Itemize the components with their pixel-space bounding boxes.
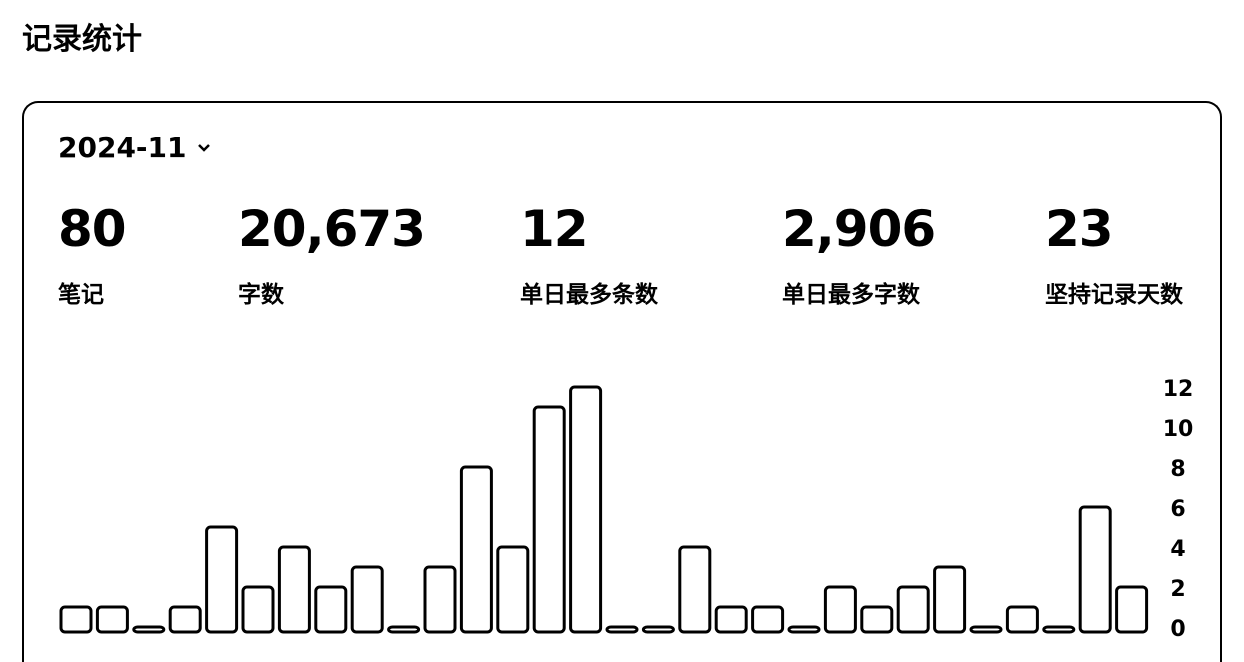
y-tick-label: 8 xyxy=(1170,457,1185,482)
bar xyxy=(933,565,967,634)
stat-label: 单日最多条数 xyxy=(520,282,658,308)
y-tick-label: 4 xyxy=(1170,537,1185,562)
month-selector[interactable]: 2024-11 xyxy=(58,131,211,164)
bar xyxy=(532,405,566,634)
bar xyxy=(277,545,311,634)
bar xyxy=(241,585,275,634)
bar xyxy=(569,385,603,634)
stat: 23 坚持记录天数 xyxy=(1045,201,1183,309)
stat: 12 单日最多条数 xyxy=(520,201,658,309)
bar xyxy=(1115,585,1149,634)
bar xyxy=(314,585,348,634)
y-tick-label: 0 xyxy=(1170,617,1185,642)
bar xyxy=(678,545,712,634)
stat-value: 12 xyxy=(520,200,589,258)
bar xyxy=(1005,605,1039,634)
bar xyxy=(95,605,129,634)
bar xyxy=(714,605,748,634)
stat-value: 20,673 xyxy=(238,200,426,258)
page-title: 记录统计 xyxy=(22,22,142,57)
bar xyxy=(1042,625,1076,634)
dropdown-icon xyxy=(197,143,210,152)
bar xyxy=(860,605,894,634)
stat-value: 2,906 xyxy=(782,200,936,258)
bar xyxy=(132,625,166,634)
bar xyxy=(496,545,530,634)
bar xyxy=(350,565,384,634)
y-tick-label: 2 xyxy=(1170,577,1185,602)
bar xyxy=(459,465,493,634)
bar xyxy=(205,525,239,634)
bar xyxy=(969,625,1003,634)
stat-value: 23 xyxy=(1045,200,1114,258)
month-label: 2024-11 xyxy=(58,131,187,164)
bar xyxy=(641,625,675,634)
y-tick-label: 10 xyxy=(1163,417,1194,442)
bar xyxy=(168,605,202,634)
stat: 80 笔记 xyxy=(58,200,127,309)
stat-label: 坚持记录天数 xyxy=(1045,282,1183,308)
y-tick-label: 12 xyxy=(1163,377,1194,402)
bar xyxy=(823,585,857,634)
bar xyxy=(605,625,639,634)
stat-value: 80 xyxy=(58,200,127,258)
bar xyxy=(423,565,457,634)
stat: 2,906 单日最多字数 xyxy=(782,200,936,309)
bar xyxy=(387,625,421,634)
bar xyxy=(787,625,821,634)
stat-label: 笔记 xyxy=(58,282,104,308)
bar xyxy=(1078,505,1112,634)
bar xyxy=(751,605,785,634)
stats-panel: 2024-11 80 笔记 20,673 字数 12 单日最多条数 2,906 单日最多… xyxy=(22,101,1222,662)
stat-label: 单日最多字数 xyxy=(782,282,920,308)
stat-label: 字数 xyxy=(238,282,284,308)
bar xyxy=(59,605,93,634)
y-tick-label: 6 xyxy=(1170,497,1185,522)
bar xyxy=(896,585,930,634)
stat: 20,673 字数 xyxy=(238,200,426,309)
